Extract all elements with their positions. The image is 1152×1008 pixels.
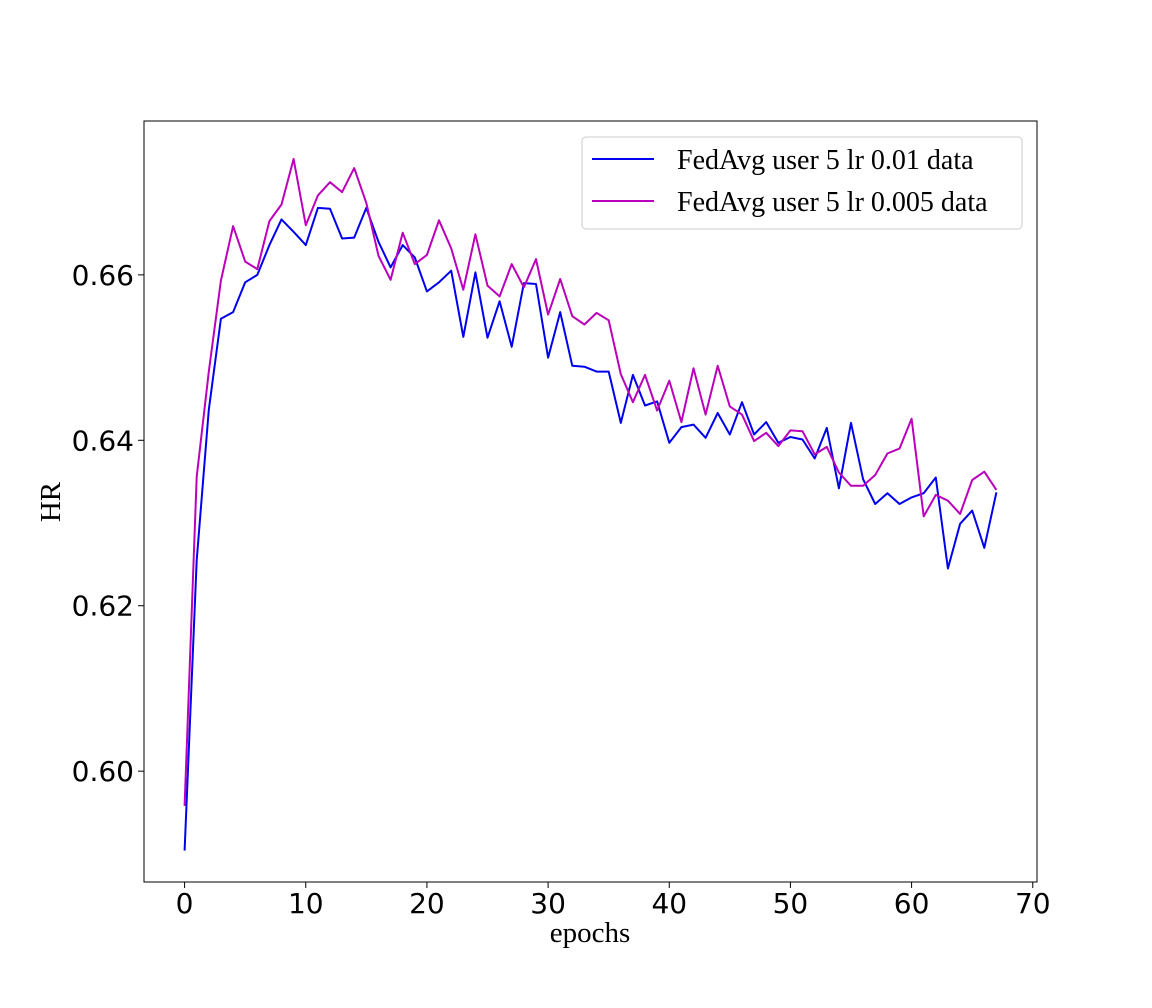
x-tick-label: 20 [409, 887, 445, 920]
x-tick-label: 50 [773, 887, 809, 920]
series-line-1 [183, 158, 998, 806]
y-tick-label: 0.66 [72, 259, 134, 292]
legend-box [581, 136, 1023, 230]
legend-label-lr-0.005: FedAvg user 5 lr 0.005 data [677, 187, 988, 218]
y-tick-label: 0.60 [72, 755, 134, 788]
y-tick-label: 0.62 [72, 590, 134, 623]
series-line-0 [183, 206, 998, 851]
y-axis-ticks: 0.60 0.62 0.64 0.66 [72, 259, 144, 788]
x-tick-label: 30 [530, 887, 566, 920]
x-axis-ticks: 0 10 20 30 40 50 60 70 [176, 882, 1051, 920]
series-layer [183, 158, 998, 851]
legend-label-lr-0.01: FedAvg user 5 lr 0.01 data [677, 145, 974, 176]
x-tick-label: 40 [651, 887, 687, 920]
y-tick-label: 0.64 [72, 424, 134, 457]
x-tick-label: 70 [1015, 887, 1051, 920]
x-tick-label: 60 [894, 887, 930, 920]
x-axis-label: epochs [550, 917, 631, 949]
y-axis-label: HR [35, 481, 67, 522]
plot-frame [143, 120, 1038, 883]
legend: FedAvg user 5 lr 0.01 data FedAvg user 5… [581, 136, 1023, 230]
x-tick-label: 0 [176, 887, 194, 920]
x-tick-label: 10 [288, 887, 324, 920]
